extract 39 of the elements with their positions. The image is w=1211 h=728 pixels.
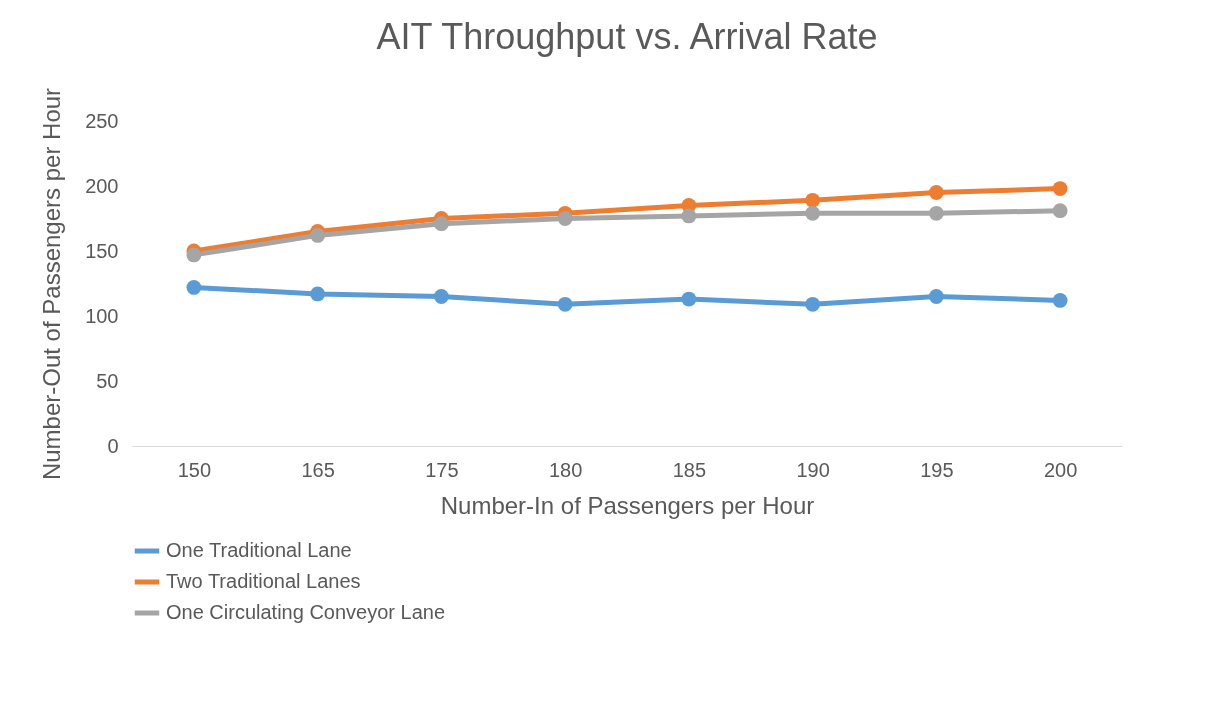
point	[310, 228, 326, 243]
x-tick-label: 150	[177, 458, 212, 481]
point	[186, 247, 202, 263]
chart-title: AIT Throughput vs. Arrival Rate	[376, 16, 878, 58]
x-tick-label: 190	[796, 458, 830, 481]
point	[557, 296, 573, 312]
y-tick-label: 150	[85, 239, 119, 262]
x-tick-label: 195	[920, 458, 954, 481]
y-tick-label: 250	[85, 109, 119, 132]
legend-label: One Traditional Lane	[166, 539, 352, 561]
y-tick-label: 50	[96, 369, 119, 392]
point	[1052, 293, 1068, 308]
point	[433, 289, 449, 304]
legend-label: Two Traditional Lanes	[166, 570, 361, 592]
point	[805, 192, 821, 208]
x-tick-label: 165	[301, 458, 335, 481]
y-tick-label: 200	[85, 174, 119, 197]
x-tick-label: 180	[548, 458, 583, 481]
point	[805, 205, 821, 221]
y-tick-label: 100	[85, 304, 119, 327]
x-tick-label: 175	[425, 458, 459, 481]
x-axis-title: Number-In of Passengers per Hour	[440, 491, 815, 519]
y-tick-label: 0	[107, 434, 119, 457]
point	[928, 185, 944, 200]
y-axis-title: Number-Out of Passengers per Hour	[38, 87, 66, 481]
x-tick-label: 200	[1043, 458, 1078, 481]
point	[928, 289, 944, 304]
point	[681, 208, 697, 224]
point	[557, 211, 573, 226]
point	[681, 291, 697, 307]
point	[1052, 181, 1068, 196]
point	[310, 286, 326, 302]
point	[186, 280, 202, 295]
point	[805, 296, 821, 312]
point	[1052, 203, 1068, 219]
point	[928, 205, 944, 221]
legend-label: One Circulating Conveyor Lane	[166, 601, 446, 623]
x-tick-label: 185	[672, 458, 707, 481]
point	[433, 216, 449, 232]
